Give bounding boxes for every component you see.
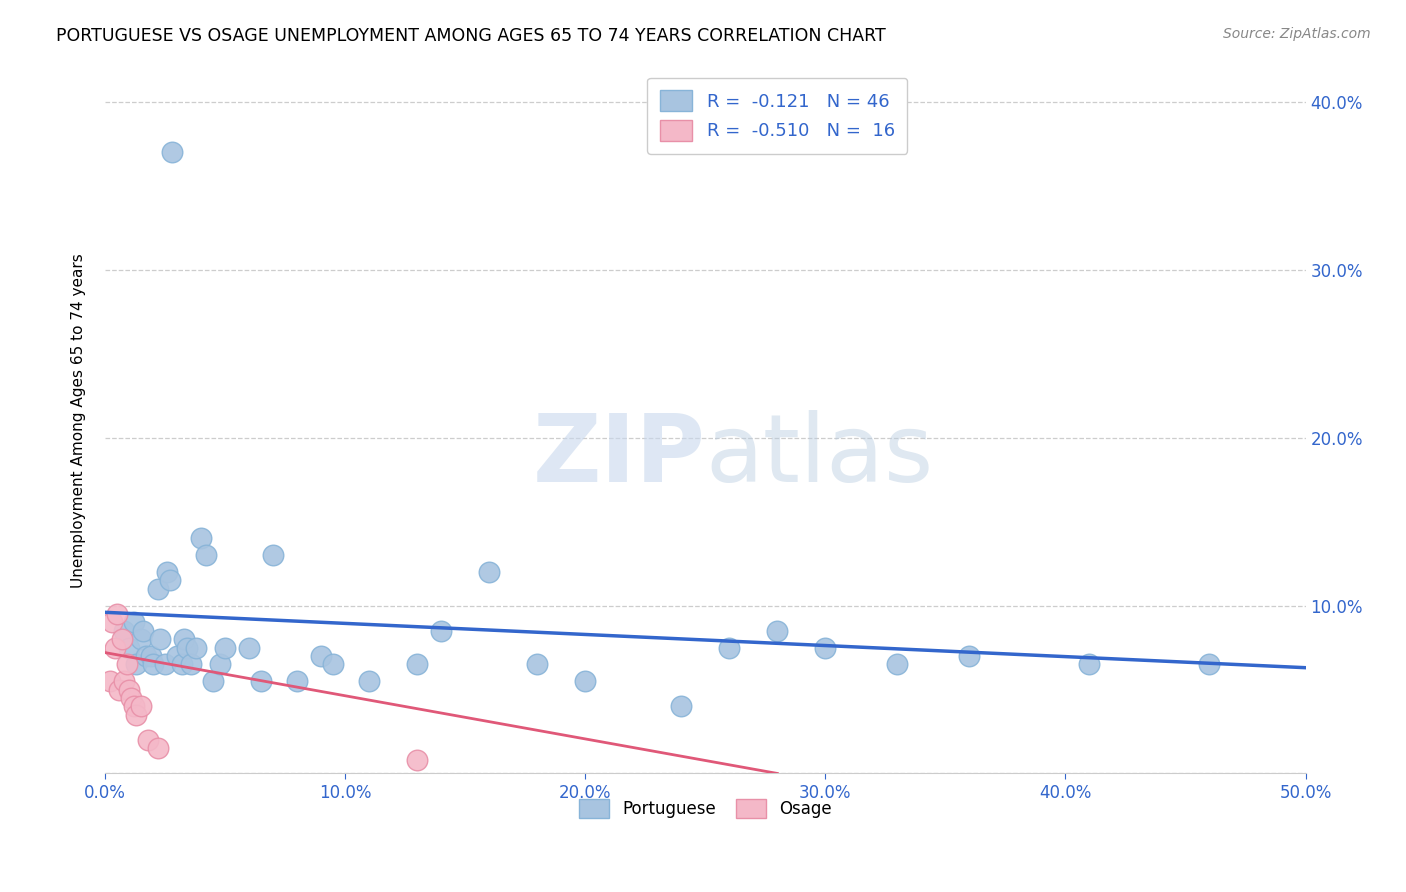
Point (766, 624, 789, 638)
Y-axis label: Unemployment Among Ages 65 to 74 years: Unemployment Among Ages 65 to 74 years (72, 253, 86, 589)
Point (129, 699, 152, 714)
Point (142, 657, 165, 672)
Point (526, 657, 548, 672)
Text: ZIP: ZIP (533, 410, 706, 502)
Point (120, 690, 142, 705)
Point (112, 624, 135, 638)
Point (146, 741, 169, 756)
Point (406, 753, 429, 767)
Point (125, 707, 148, 722)
Point (159, 574, 181, 588)
Point (153, 657, 176, 672)
Point (149, 632, 172, 647)
Point (112, 674, 135, 689)
Point (101, 615, 124, 630)
Point (359, 674, 381, 689)
Point (814, 640, 837, 655)
Point (173, 632, 195, 647)
Point (214, 640, 236, 655)
Point (285, 674, 308, 689)
Point (129, 632, 152, 647)
Text: Source: ZipAtlas.com: Source: ZipAtlas.com (1223, 27, 1371, 41)
Point (146, 582, 169, 596)
Point (135, 648, 157, 663)
Point (180, 657, 202, 672)
Point (322, 657, 344, 672)
Point (190, 532, 212, 546)
Point (309, 648, 332, 663)
Point (108, 682, 131, 697)
Point (118, 682, 141, 697)
Point (238, 640, 260, 655)
Point (574, 674, 596, 689)
Point (209, 657, 232, 672)
Point (105, 607, 128, 621)
Point (111, 632, 134, 647)
Point (170, 657, 193, 672)
Point (122, 615, 145, 630)
Point (194, 548, 217, 562)
Point (166, 648, 188, 663)
Point (718, 640, 741, 655)
Point (406, 657, 429, 672)
Point (1078, 657, 1101, 672)
Point (250, 674, 273, 689)
Point (122, 699, 145, 714)
Point (202, 674, 225, 689)
Point (1198, 657, 1220, 672)
Point (132, 624, 155, 638)
Point (115, 657, 138, 672)
Text: PORTUGUESE VS OSAGE UNEMPLOYMENT AMONG AGES 65 TO 74 YEARS CORRELATION CHART: PORTUGUESE VS OSAGE UNEMPLOYMENT AMONG A… (56, 27, 886, 45)
Point (430, 624, 453, 638)
Point (139, 648, 162, 663)
Point (104, 640, 127, 655)
Point (176, 640, 198, 655)
Point (160, 145, 183, 160)
Point (186, 640, 208, 655)
Point (671, 699, 693, 714)
Point (136, 732, 159, 747)
Point (125, 657, 148, 672)
Point (98, 674, 121, 689)
Legend: Portuguese, Osage: Portuguese, Osage (572, 792, 838, 825)
Text: atlas: atlas (706, 410, 934, 502)
Point (262, 548, 284, 562)
Point (156, 565, 179, 579)
Point (118, 640, 141, 655)
Point (478, 565, 501, 579)
Point (957, 648, 980, 663)
Point (886, 657, 908, 672)
